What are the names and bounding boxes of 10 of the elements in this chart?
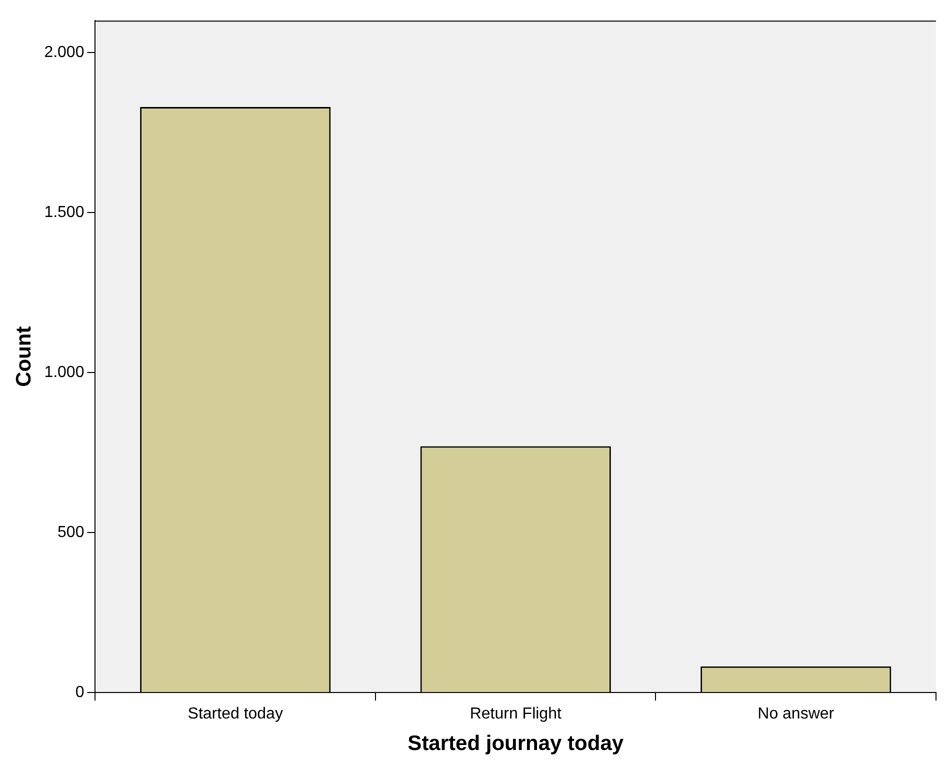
y-tick-label: 1.000: [44, 364, 84, 382]
y-axis-title: Count: [12, 326, 36, 387]
x-tick-label: No answer: [758, 706, 835, 723]
y-tick-label: 1.500: [44, 204, 84, 222]
x-axis-title: Started journay today: [408, 732, 624, 756]
y-tick-label: 0: [75, 684, 84, 702]
y-tick-label: 500: [58, 524, 84, 542]
x-tick-label: Return Flight: [470, 706, 562, 723]
x-tick-label: Started today: [188, 706, 283, 723]
y-tick-label: 2.000: [44, 44, 84, 62]
